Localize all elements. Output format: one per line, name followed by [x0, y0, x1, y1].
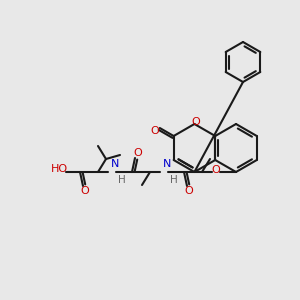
Text: O: O — [134, 148, 142, 158]
Text: N: N — [111, 159, 119, 169]
Text: H: H — [118, 175, 126, 185]
Text: O: O — [191, 117, 200, 127]
Text: O: O — [81, 186, 89, 196]
Text: N: N — [163, 159, 171, 169]
Text: HO: HO — [50, 164, 68, 174]
Text: O: O — [212, 165, 220, 175]
Text: O: O — [150, 126, 159, 136]
Text: H: H — [170, 175, 178, 185]
Text: O: O — [184, 186, 194, 196]
